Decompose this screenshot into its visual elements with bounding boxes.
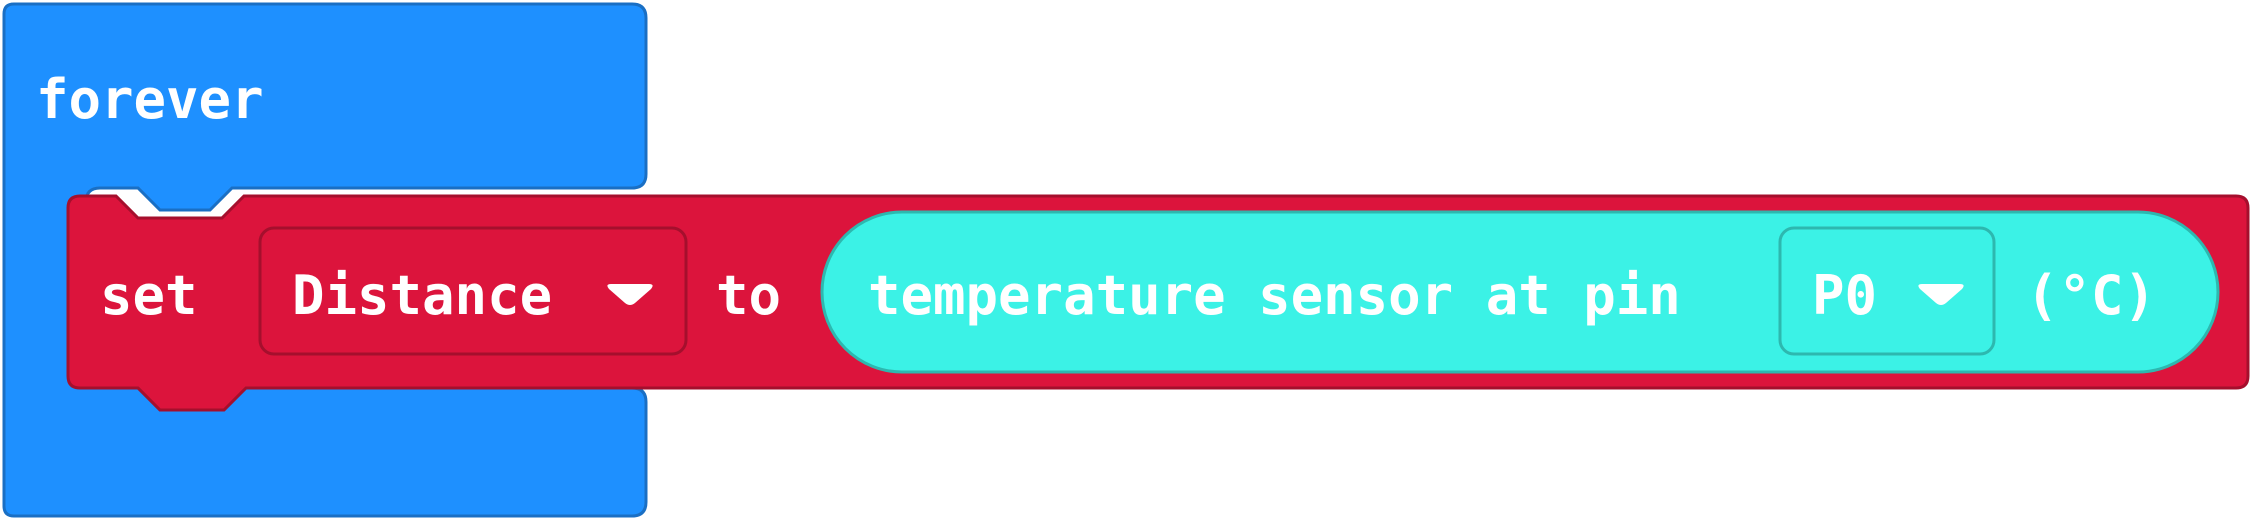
temperature-sensor-label: temperature sensor at pin [868,264,1681,327]
temperature-unit-label: (°C) [2026,264,2156,327]
temperature-sensor-block[interactable]: temperature sensor at pin P0 (°C) [820,210,2220,374]
variable-name: Distance [292,264,552,327]
pin-dropdown-frame[interactable] [1778,226,1996,356]
pin-value: P0 [1812,264,1877,327]
set-variable-block[interactable]: set Distance to temperature sensor at pi… [66,194,2250,412]
set-label: set [100,264,198,327]
to-label: to [716,264,781,327]
dropdown-arrow-icon[interactable] [1918,284,1964,305]
forever-label: forever [36,68,264,131]
dropdown-arrow-icon[interactable] [607,284,653,305]
variable-dropdown-frame[interactable] [258,226,688,356]
variable-dropdown[interactable]: Distance [258,226,688,356]
pin-dropdown[interactable]: P0 [1778,226,1996,356]
